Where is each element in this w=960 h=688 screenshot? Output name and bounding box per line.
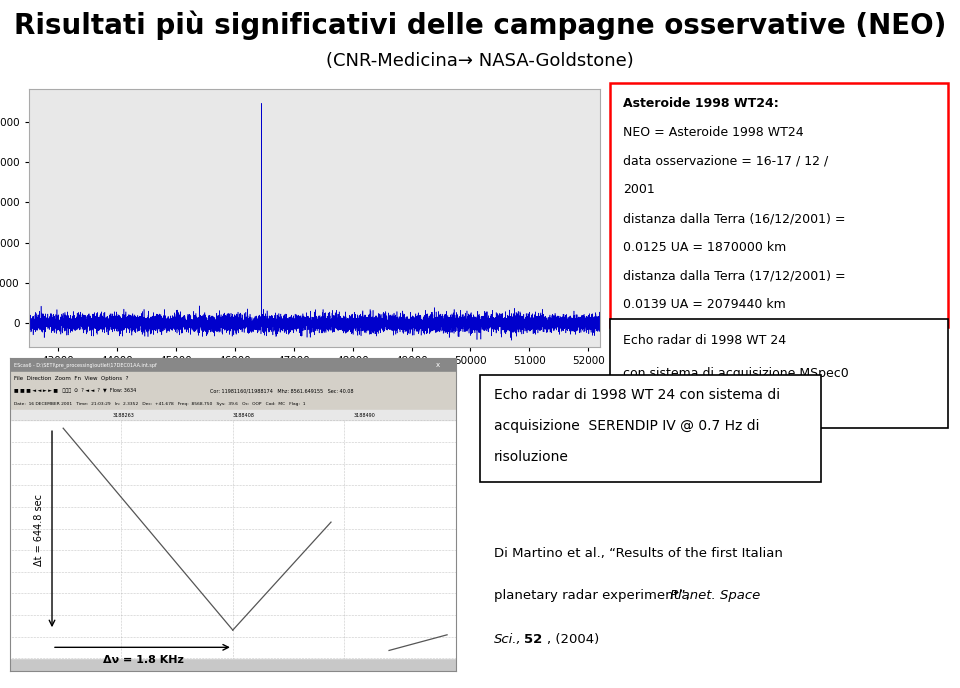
Text: Date:  16 DECEMBER 2001   Time:  21:03:29   In:  2.3352   Dec:  +41.678   Freq: : Date: 16 DECEMBER 2001 Time: 21:03:29 In… xyxy=(14,402,305,406)
Bar xyxy=(10,420,456,658)
Text: 3188408: 3188408 xyxy=(233,413,254,418)
Text: Echo radar di 1998 WT 24: Echo radar di 1998 WT 24 xyxy=(623,334,786,347)
Text: 2001: 2001 xyxy=(623,184,655,196)
Text: Di Martino et al., “Results of the first Italian: Di Martino et al., “Results of the first… xyxy=(494,546,783,559)
Bar xyxy=(10,385,456,398)
Text: 3188490: 3188490 xyxy=(353,413,375,418)
Bar xyxy=(10,398,456,410)
Text: x: x xyxy=(436,362,441,368)
Text: ■ ■ ■ ◄ ◄ ► ► ■   🔍🔍🔍  ⊙  ? ◄ ◄  ?  ▼  Flow: 3634: ■ ■ ■ ◄ ◄ ► ► ■ 🔍🔍🔍 ⊙ ? ◄ ◄ ? ▼ Flow: 36… xyxy=(14,389,136,394)
Bar xyxy=(10,410,456,420)
Text: File  Direction  Zoom  Fn  View  Options  ?: File Direction Zoom Fn View Options ? xyxy=(14,376,129,380)
Text: planetary radar experiment”,: planetary radar experiment”, xyxy=(494,589,694,601)
Bar xyxy=(10,358,456,372)
Text: 52: 52 xyxy=(524,633,542,646)
Text: 0.0139 UA = 2079440 km: 0.0139 UA = 2079440 km xyxy=(623,299,786,312)
Text: data osservazione = 16-17 / 12 /: data osservazione = 16-17 / 12 / xyxy=(623,155,828,168)
Text: @ 60 Hz di risoluzione: @ 60 Hz di risoluzione xyxy=(623,400,762,413)
Text: , (2004): , (2004) xyxy=(547,633,599,646)
Text: Δν = 1.8 KHz: Δν = 1.8 KHz xyxy=(103,655,184,665)
Text: Planet. Space: Planet. Space xyxy=(670,589,760,601)
Bar xyxy=(10,372,456,385)
Text: (CNR-Medicina→ NASA-Goldstone): (CNR-Medicina→ NASA-Goldstone) xyxy=(326,52,634,69)
Text: Asteroide 1998 WT24:: Asteroide 1998 WT24: xyxy=(623,97,779,110)
Text: Echo radar di 1998 WT 24 con sistema di: Echo radar di 1998 WT 24 con sistema di xyxy=(493,388,780,402)
Text: 3188263: 3188263 xyxy=(112,413,134,418)
Text: con sistema di acquisizione MSpec0: con sistema di acquisizione MSpec0 xyxy=(623,367,849,380)
Text: Δt = 644.8 sec: Δt = 644.8 sec xyxy=(34,494,43,566)
Text: Sci.,: Sci., xyxy=(494,633,522,646)
Text: NEO = Asteroide 1998 WT24: NEO = Asteroide 1998 WT24 xyxy=(623,126,804,139)
Text: distanza dalla Terra (16/12/2001) =: distanza dalla Terra (16/12/2001) = xyxy=(623,212,846,225)
Text: 0.0125 UA = 1870000 km: 0.0125 UA = 1870000 km xyxy=(623,241,786,254)
Text: distanza dalla Terra (17/12/2001) =: distanza dalla Terra (17/12/2001) = xyxy=(623,270,846,283)
Text: acquisizione  SERENDIP IV @ 0.7 Hz di: acquisizione SERENDIP IV @ 0.7 Hz di xyxy=(493,419,759,433)
Text: risoluzione: risoluzione xyxy=(493,450,568,464)
Text: EScas6 - D:\SETI\pre_processing\outlet\17DEC01AA.int.spf: EScas6 - D:\SETI\pre_processing\outlet\1… xyxy=(14,362,156,368)
Text: Cor: 11981160/11988174   Mhz: 8561.649155   Sec: 40.08: Cor: 11981160/11988174 Mhz: 8561.649155 … xyxy=(210,389,354,394)
Text: Risultati più significativi delle campagne osservative (NEO): Risultati più significativi delle campag… xyxy=(13,10,947,40)
